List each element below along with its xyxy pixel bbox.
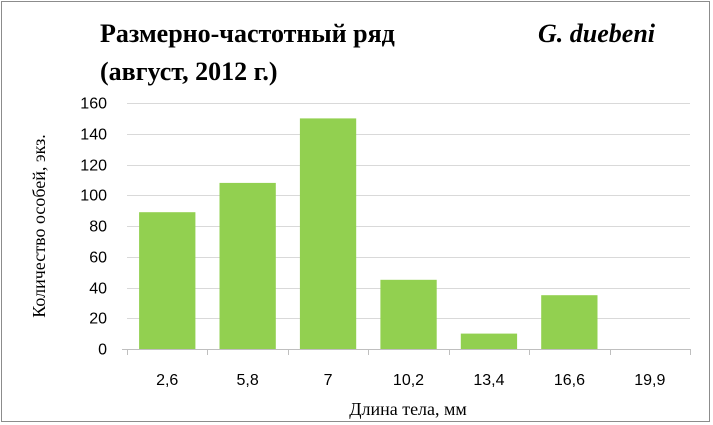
bar [219, 182, 276, 349]
x-tick-labels: 2,6 5,8 7 10,2 13,4 16,6 19,9 [156, 372, 665, 389]
x-tick-label: 2,6 [156, 372, 178, 389]
y-tick-label: 60 [89, 250, 107, 267]
bar [139, 212, 196, 349]
y-axis-title: Количество особей, экз. [29, 134, 49, 318]
bar [541, 295, 598, 349]
axes [122, 349, 691, 355]
x-tick-label: 19,9 [634, 372, 665, 389]
bars [139, 118, 598, 350]
x-tick-label: 10,2 [393, 372, 424, 389]
y-tick-label: 20 [89, 311, 107, 328]
y-tick-labels: 0 20 40 60 80 100 120 140 160 [80, 96, 107, 359]
y-tick-label: 40 [89, 281, 107, 298]
y-tick-label: 120 [80, 158, 107, 175]
y-tick-label: 140 [80, 127, 107, 144]
bar [380, 279, 437, 349]
bar [299, 118, 357, 350]
bar [460, 333, 518, 349]
x-tick-label: 7 [324, 372, 333, 389]
y-tick-label: 160 [80, 96, 107, 113]
x-axis-title: Длина тела, мм [349, 399, 467, 419]
x-tick-label: 16,6 [554, 372, 585, 389]
y-tick-label: 100 [80, 188, 107, 205]
x-tick-label: 13,4 [473, 372, 504, 389]
y-tick-label: 0 [98, 342, 107, 359]
x-tick-label: 5,8 [236, 372, 258, 389]
chart-title-line-2: (август, 2012 г.) [100, 57, 278, 86]
y-tick-label: 80 [89, 219, 107, 236]
chart-title-word-1: Размерно-частотный ряд [100, 19, 395, 48]
chart-title-species: G. duebeni [538, 19, 656, 48]
